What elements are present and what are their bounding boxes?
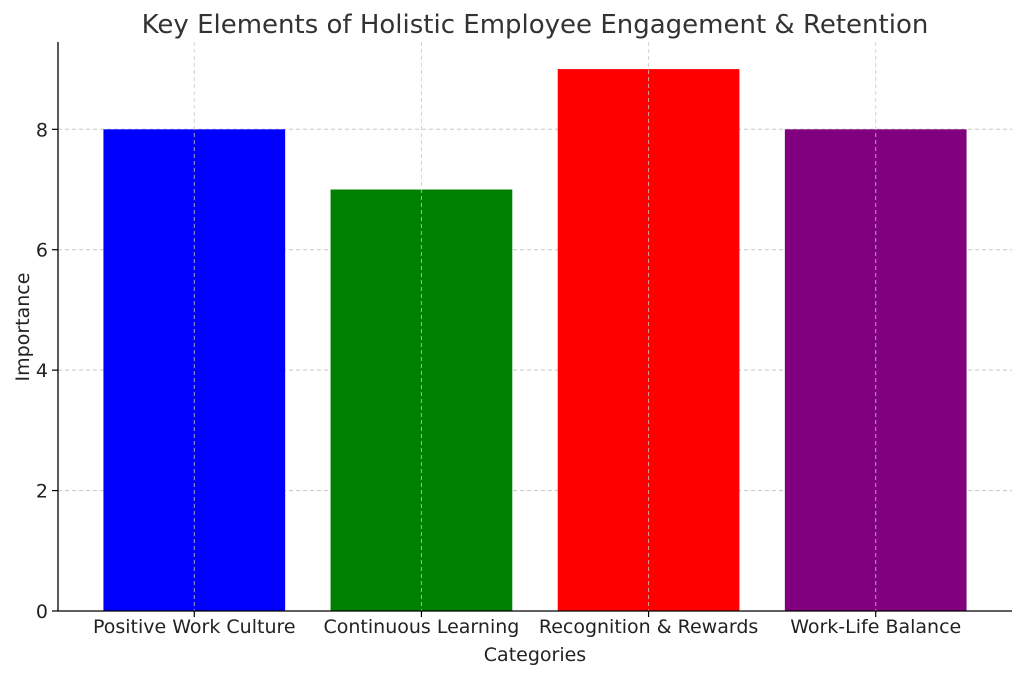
x-tick-label: Positive Work Culture	[93, 616, 296, 638]
chart-title: Key Elements of Holistic Employee Engage…	[142, 10, 929, 40]
y-tick-label: 0	[36, 601, 48, 623]
bars-layer	[103, 69, 967, 612]
x-axis-label: Categories	[484, 644, 586, 666]
axes-layer	[57, 42, 1012, 612]
x-tick-label: Work-Life Balance	[790, 616, 961, 638]
x-tick-label: Recognition & Rewards	[539, 616, 758, 638]
y-axis-label: Importance	[12, 273, 34, 382]
y-tick-label: 4	[36, 360, 48, 382]
vertical-grid-layer	[193, 42, 877, 611]
bar-work-life-balance	[784, 129, 967, 611]
y-tick-label: 2	[36, 481, 48, 503]
x-ticks-layer: Positive Work Culture Continuous Learning…	[93, 611, 961, 638]
y-ticks-layer: 0 2 4 6 8	[36, 119, 58, 623]
bar-positive-work-culture	[103, 129, 286, 611]
x-tick-label: Continuous Learning	[324, 616, 520, 638]
y-tick-label: 6	[36, 240, 48, 262]
y-tick-label: 8	[36, 119, 48, 141]
